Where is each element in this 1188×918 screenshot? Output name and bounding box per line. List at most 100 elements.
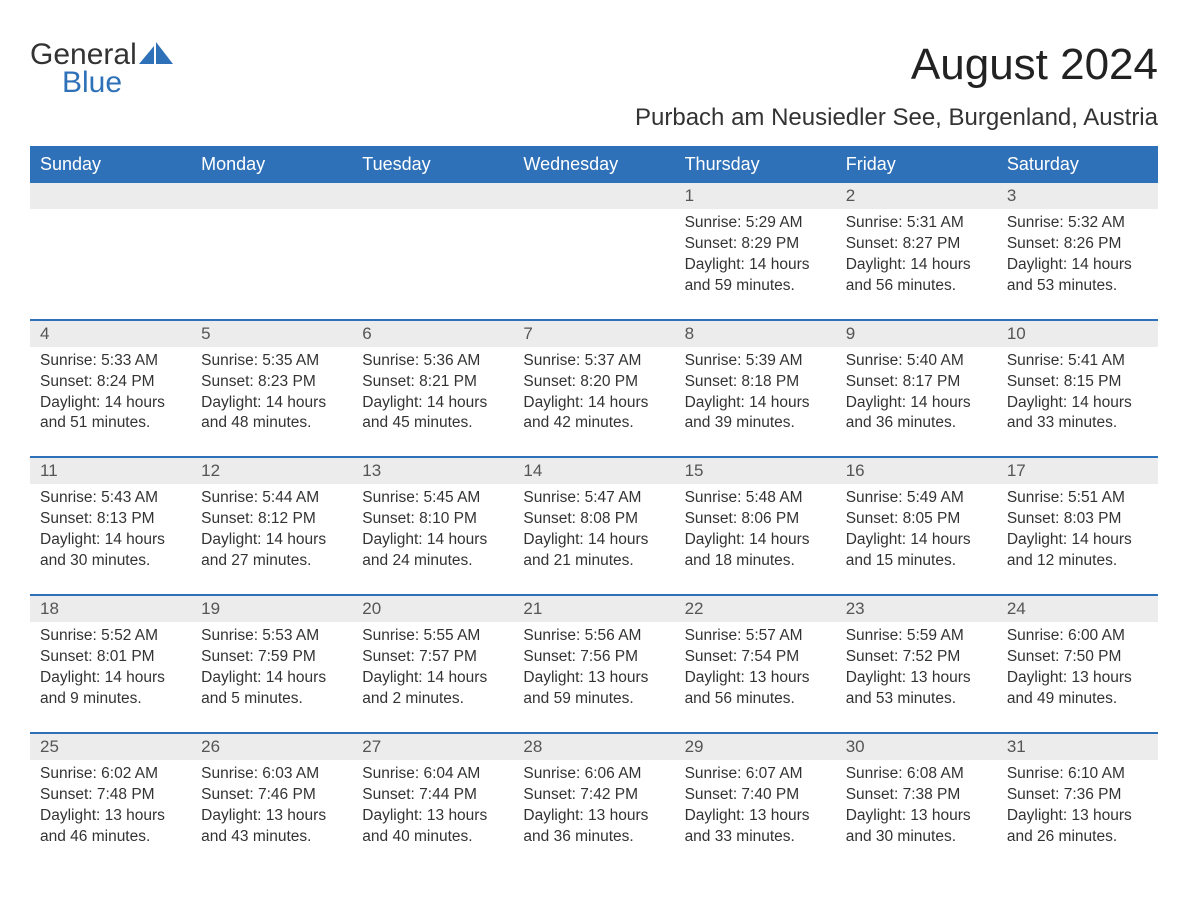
day-number: 28 bbox=[513, 734, 674, 760]
daylight-value: Daylight: 13 hours and 56 minutes. bbox=[685, 668, 826, 710]
daylight-value: Daylight: 14 hours and 30 minutes. bbox=[40, 530, 181, 572]
sunrise-value: Sunrise: 5:53 AM bbox=[201, 626, 342, 647]
dayname-wednesday: Wednesday bbox=[513, 146, 674, 183]
day-cell: Sunrise: 5:37 AMSunset: 8:20 PMDaylight:… bbox=[513, 347, 674, 457]
daylight-value: Daylight: 14 hours and 53 minutes. bbox=[1007, 255, 1148, 297]
sunset-value: Sunset: 7:36 PM bbox=[1007, 785, 1148, 806]
day-cell: Sunrise: 5:43 AMSunset: 8:13 PMDaylight:… bbox=[30, 484, 191, 594]
sunset-value: Sunset: 7:50 PM bbox=[1007, 647, 1148, 668]
daylight-value: Daylight: 14 hours and 15 minutes. bbox=[846, 530, 987, 572]
daylight-value: Daylight: 14 hours and 24 minutes. bbox=[362, 530, 503, 572]
sunset-value: Sunset: 8:17 PM bbox=[846, 372, 987, 393]
day-number: 30 bbox=[836, 734, 997, 760]
sunrise-value: Sunrise: 5:29 AM bbox=[685, 213, 826, 234]
page-title: August 2024 bbox=[911, 40, 1158, 90]
sunset-value: Sunset: 8:03 PM bbox=[1007, 509, 1148, 530]
day-cell: Sunrise: 5:33 AMSunset: 8:24 PMDaylight:… bbox=[30, 347, 191, 457]
day-number: 20 bbox=[352, 596, 513, 622]
sunrise-value: Sunrise: 6:06 AM bbox=[523, 764, 664, 785]
daycells-row: Sunrise: 5:52 AMSunset: 8:01 PMDaylight:… bbox=[30, 622, 1158, 732]
daylight-value: Daylight: 14 hours and 56 minutes. bbox=[846, 255, 987, 297]
day-cell: Sunrise: 5:31 AMSunset: 8:27 PMDaylight:… bbox=[836, 209, 997, 319]
weeks-container: 123Sunrise: 5:29 AMSunset: 8:29 PMDaylig… bbox=[30, 183, 1158, 869]
dayname-saturday: Saturday bbox=[997, 146, 1158, 183]
day-number: 8 bbox=[675, 321, 836, 347]
day-cell: Sunrise: 5:39 AMSunset: 8:18 PMDaylight:… bbox=[675, 347, 836, 457]
sunrise-value: Sunrise: 6:00 AM bbox=[1007, 626, 1148, 647]
daylight-value: Daylight: 14 hours and 9 minutes. bbox=[40, 668, 181, 710]
sunset-value: Sunset: 8:13 PM bbox=[40, 509, 181, 530]
sunrise-value: Sunrise: 5:36 AM bbox=[362, 351, 503, 372]
sunrise-value: Sunrise: 6:04 AM bbox=[362, 764, 503, 785]
day-number: 22 bbox=[675, 596, 836, 622]
day-number: 7 bbox=[513, 321, 674, 347]
header: General Blue August 2024 bbox=[30, 40, 1158, 98]
daylight-value: Daylight: 14 hours and 2 minutes. bbox=[362, 668, 503, 710]
day-cell bbox=[352, 209, 513, 319]
day-number: 12 bbox=[191, 458, 352, 484]
day-number: 31 bbox=[997, 734, 1158, 760]
sunset-value: Sunset: 8:23 PM bbox=[201, 372, 342, 393]
daynum-row: 123 bbox=[30, 183, 1158, 209]
sunrise-value: Sunrise: 5:57 AM bbox=[685, 626, 826, 647]
daylight-value: Daylight: 13 hours and 36 minutes. bbox=[523, 806, 664, 848]
day-number: 25 bbox=[30, 734, 191, 760]
daynum-row: 18192021222324 bbox=[30, 596, 1158, 622]
day-number: 23 bbox=[836, 596, 997, 622]
sunrise-value: Sunrise: 5:56 AM bbox=[523, 626, 664, 647]
sunset-value: Sunset: 8:26 PM bbox=[1007, 234, 1148, 255]
sunset-value: Sunset: 7:52 PM bbox=[846, 647, 987, 668]
sunset-value: Sunset: 7:44 PM bbox=[362, 785, 503, 806]
sunset-value: Sunset: 7:57 PM bbox=[362, 647, 503, 668]
day-cell: Sunrise: 5:56 AMSunset: 7:56 PMDaylight:… bbox=[513, 622, 674, 732]
sunset-value: Sunset: 7:42 PM bbox=[523, 785, 664, 806]
sunset-value: Sunset: 8:27 PM bbox=[846, 234, 987, 255]
daylight-value: Daylight: 14 hours and 39 minutes. bbox=[685, 393, 826, 435]
day-cell: Sunrise: 5:29 AMSunset: 8:29 PMDaylight:… bbox=[675, 209, 836, 319]
day-number: 10 bbox=[997, 321, 1158, 347]
sunrise-value: Sunrise: 5:48 AM bbox=[685, 488, 826, 509]
day-number bbox=[191, 183, 352, 209]
sunrise-value: Sunrise: 5:37 AM bbox=[523, 351, 664, 372]
dayname-thursday: Thursday bbox=[675, 146, 836, 183]
day-number: 21 bbox=[513, 596, 674, 622]
day-cell: Sunrise: 6:06 AMSunset: 7:42 PMDaylight:… bbox=[513, 760, 674, 870]
daycells-row: Sunrise: 5:29 AMSunset: 8:29 PM Daylight:… bbox=[30, 209, 1158, 319]
daynum-row: 11121314151617 bbox=[30, 458, 1158, 484]
day-number bbox=[30, 183, 191, 209]
daylight-value: Daylight: 14 hours and 48 minutes. bbox=[201, 393, 342, 435]
sunrise-value: Sunrise: 5:45 AM bbox=[362, 488, 503, 509]
sunrise-value: Sunrise: 5:47 AM bbox=[523, 488, 664, 509]
day-number: 17 bbox=[997, 458, 1158, 484]
calendar: Sunday Monday Tuesday Wednesday Thursday… bbox=[30, 146, 1158, 869]
day-cell: Sunrise: 6:00 AMSunset: 7:50 PMDaylight:… bbox=[997, 622, 1158, 732]
day-number: 26 bbox=[191, 734, 352, 760]
day-number: 1 bbox=[675, 183, 836, 209]
sunrise-value: Sunrise: 6:10 AM bbox=[1007, 764, 1148, 785]
dayname-sunday: Sunday bbox=[30, 146, 191, 183]
sunset-value: Sunset: 8:20 PM bbox=[523, 372, 664, 393]
sunrise-value: Sunrise: 5:49 AM bbox=[846, 488, 987, 509]
sunset-value: Sunset: 8:29 PM bbox=[685, 234, 826, 255]
day-cell: Sunrise: 5:45 AMSunset: 8:10 PMDaylight:… bbox=[352, 484, 513, 594]
day-number: 9 bbox=[836, 321, 997, 347]
day-number: 4 bbox=[30, 321, 191, 347]
dayname-monday: Monday bbox=[191, 146, 352, 183]
daylight-value: Daylight: 13 hours and 26 minutes. bbox=[1007, 806, 1148, 848]
daylight-value: Daylight: 14 hours and 42 minutes. bbox=[523, 393, 664, 435]
sunset-value: Sunset: 7:59 PM bbox=[201, 647, 342, 668]
day-cell: Sunrise: 6:08 AMSunset: 7:38 PMDaylight:… bbox=[836, 760, 997, 870]
sunset-value: Sunset: 7:56 PM bbox=[523, 647, 664, 668]
day-number: 11 bbox=[30, 458, 191, 484]
sunrise-value: Sunrise: 5:41 AM bbox=[1007, 351, 1148, 372]
day-cell: Sunrise: 5:59 AMSunset: 7:52 PMDaylight:… bbox=[836, 622, 997, 732]
daylight-value: Daylight: 14 hours and 36 minutes. bbox=[846, 393, 987, 435]
day-number: 6 bbox=[352, 321, 513, 347]
sunset-value: Sunset: 7:48 PM bbox=[40, 785, 181, 806]
day-cell bbox=[513, 209, 674, 319]
day-number: 24 bbox=[997, 596, 1158, 622]
daycells-row: Sunrise: 6:02 AMSunset: 7:48 PMDaylight:… bbox=[30, 760, 1158, 870]
day-number: 19 bbox=[191, 596, 352, 622]
day-cell: Sunrise: 6:07 AMSunset: 7:40 PMDaylight:… bbox=[675, 760, 836, 870]
day-cell: Sunrise: 5:57 AMSunset: 7:54 PMDaylight:… bbox=[675, 622, 836, 732]
